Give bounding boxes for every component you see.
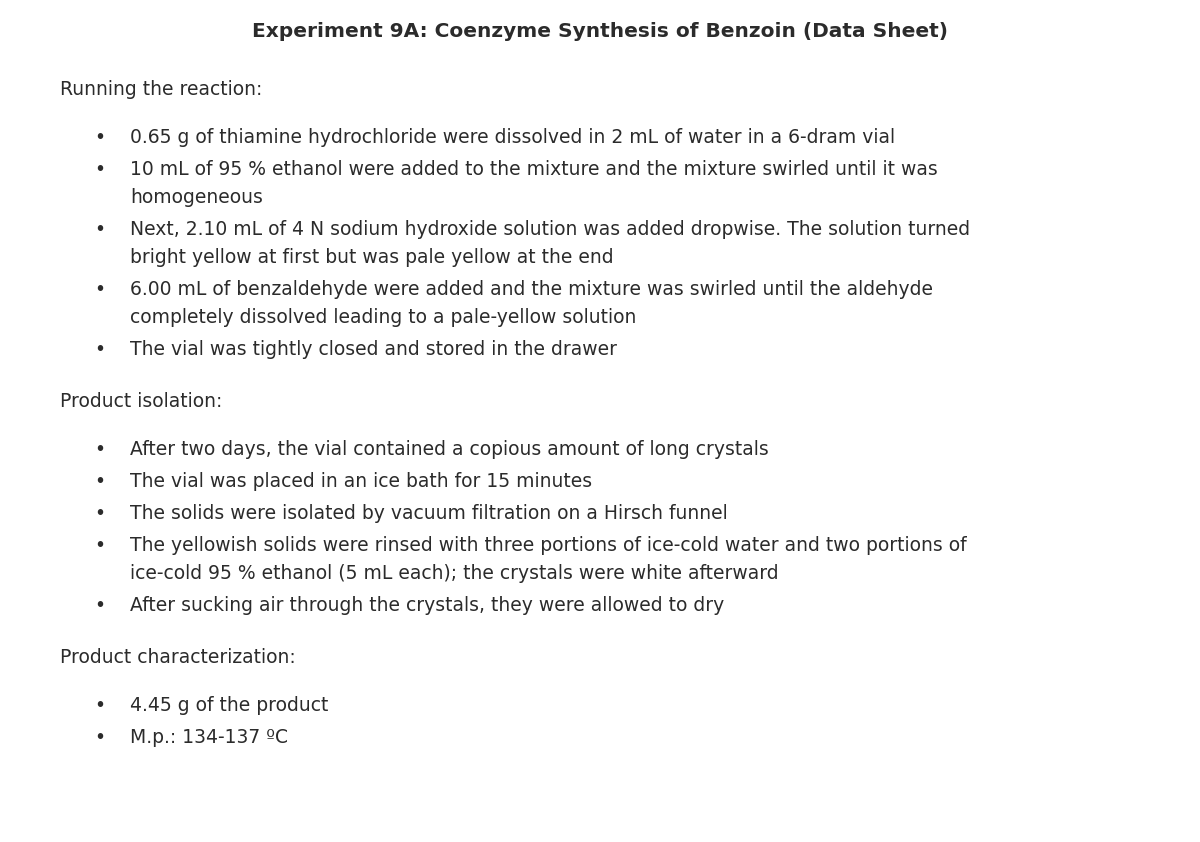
Text: •: • bbox=[95, 280, 106, 299]
Text: •: • bbox=[95, 128, 106, 147]
Text: •: • bbox=[95, 340, 106, 359]
Text: After sucking air through the crystals, they were allowed to dry: After sucking air through the crystals, … bbox=[130, 596, 725, 615]
Text: •: • bbox=[95, 472, 106, 491]
Text: M.p.: 134-137 ºC: M.p.: 134-137 ºC bbox=[130, 728, 288, 747]
Text: •: • bbox=[95, 596, 106, 615]
Text: •: • bbox=[95, 536, 106, 555]
Text: •: • bbox=[95, 220, 106, 239]
Text: 0.65 g of thiamine hydrochloride were dissolved in 2 mL of water in a 6-dram via: 0.65 g of thiamine hydrochloride were di… bbox=[130, 128, 895, 147]
Text: The yellowish solids were rinsed with three portions of ice-cold water and two p: The yellowish solids were rinsed with th… bbox=[130, 536, 967, 555]
Text: Running the reaction:: Running the reaction: bbox=[60, 80, 263, 99]
Text: ice-cold 95 % ethanol (5 mL each); the crystals were white afterward: ice-cold 95 % ethanol (5 mL each); the c… bbox=[130, 564, 779, 583]
Text: 10 mL of 95 % ethanol were added to the mixture and the mixture swirled until it: 10 mL of 95 % ethanol were added to the … bbox=[130, 160, 937, 179]
Text: bright yellow at first but was pale yellow at the end: bright yellow at first but was pale yell… bbox=[130, 248, 613, 267]
Text: •: • bbox=[95, 696, 106, 715]
Text: After two days, the vial contained a copious amount of long crystals: After two days, the vial contained a cop… bbox=[130, 440, 769, 459]
Text: 6.00 mL of benzaldehyde were added and the mixture was swirled until the aldehyd: 6.00 mL of benzaldehyde were added and t… bbox=[130, 280, 934, 299]
Text: Product isolation:: Product isolation: bbox=[60, 392, 222, 411]
Text: Experiment 9A: Coenzyme Synthesis of Benzoin (Data Sheet): Experiment 9A: Coenzyme Synthesis of Ben… bbox=[252, 22, 948, 41]
Text: •: • bbox=[95, 728, 106, 747]
Text: The vial was tightly closed and stored in the drawer: The vial was tightly closed and stored i… bbox=[130, 340, 617, 359]
Text: •: • bbox=[95, 440, 106, 459]
Text: The vial was placed in an ice bath for 15 minutes: The vial was placed in an ice bath for 1… bbox=[130, 472, 592, 491]
Text: Next, 2.10 mL of 4 N sodium hydroxide solution was added dropwise. The solution : Next, 2.10 mL of 4 N sodium hydroxide so… bbox=[130, 220, 970, 239]
Text: •: • bbox=[95, 160, 106, 179]
Text: •: • bbox=[95, 504, 106, 523]
Text: The solids were isolated by vacuum filtration on a Hirsch funnel: The solids were isolated by vacuum filtr… bbox=[130, 504, 727, 523]
Text: completely dissolved leading to a pale-yellow solution: completely dissolved leading to a pale-y… bbox=[130, 308, 636, 327]
Text: homogeneous: homogeneous bbox=[130, 188, 263, 207]
Text: 4.45 g of the product: 4.45 g of the product bbox=[130, 696, 329, 715]
Text: Product characterization:: Product characterization: bbox=[60, 648, 295, 667]
